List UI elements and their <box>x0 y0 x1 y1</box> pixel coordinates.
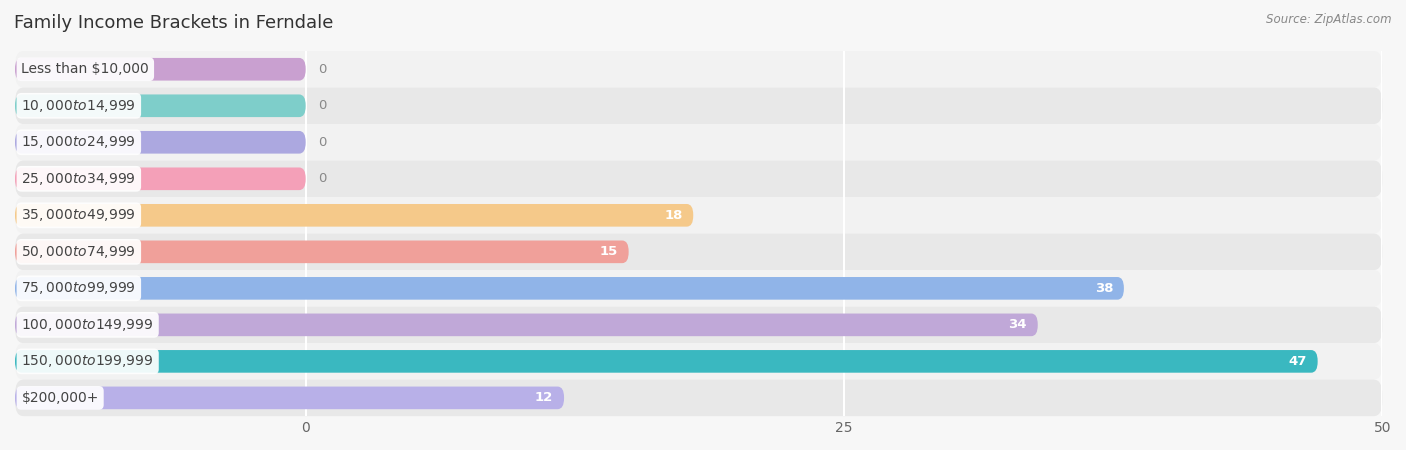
FancyBboxPatch shape <box>15 124 1382 161</box>
FancyBboxPatch shape <box>15 51 1382 87</box>
Text: 0: 0 <box>319 63 328 76</box>
Text: $200,000+: $200,000+ <box>21 391 98 405</box>
Text: $15,000 to $24,999: $15,000 to $24,999 <box>21 134 136 150</box>
Text: Family Income Brackets in Ferndale: Family Income Brackets in Ferndale <box>14 14 333 32</box>
Text: 12: 12 <box>536 392 554 405</box>
FancyBboxPatch shape <box>15 204 693 227</box>
FancyBboxPatch shape <box>15 197 1382 234</box>
Text: Source: ZipAtlas.com: Source: ZipAtlas.com <box>1267 14 1392 27</box>
FancyBboxPatch shape <box>15 234 1382 270</box>
Text: 15: 15 <box>599 245 617 258</box>
FancyBboxPatch shape <box>15 94 305 117</box>
Text: 18: 18 <box>664 209 682 222</box>
Text: 0: 0 <box>319 172 328 185</box>
FancyBboxPatch shape <box>15 58 305 81</box>
FancyBboxPatch shape <box>15 277 1123 300</box>
Text: $10,000 to $14,999: $10,000 to $14,999 <box>21 98 136 114</box>
FancyBboxPatch shape <box>15 167 305 190</box>
Text: $150,000 to $199,999: $150,000 to $199,999 <box>21 353 153 369</box>
FancyBboxPatch shape <box>15 270 1382 306</box>
FancyBboxPatch shape <box>15 350 1317 373</box>
Text: $25,000 to $34,999: $25,000 to $34,999 <box>21 171 136 187</box>
Text: 34: 34 <box>1008 318 1026 331</box>
Text: 47: 47 <box>1288 355 1308 368</box>
Text: $50,000 to $74,999: $50,000 to $74,999 <box>21 244 136 260</box>
Text: $100,000 to $149,999: $100,000 to $149,999 <box>21 317 153 333</box>
Text: 0: 0 <box>319 99 328 112</box>
FancyBboxPatch shape <box>15 161 1382 197</box>
FancyBboxPatch shape <box>15 314 1038 336</box>
FancyBboxPatch shape <box>15 380 1382 416</box>
Text: 38: 38 <box>1095 282 1114 295</box>
FancyBboxPatch shape <box>15 87 1382 124</box>
Text: $35,000 to $49,999: $35,000 to $49,999 <box>21 207 136 223</box>
Text: 0: 0 <box>319 136 328 149</box>
FancyBboxPatch shape <box>15 387 564 409</box>
FancyBboxPatch shape <box>15 240 628 263</box>
FancyBboxPatch shape <box>15 131 305 153</box>
Text: Less than $10,000: Less than $10,000 <box>21 62 149 76</box>
FancyBboxPatch shape <box>15 343 1382 380</box>
FancyBboxPatch shape <box>15 306 1382 343</box>
Text: $75,000 to $99,999: $75,000 to $99,999 <box>21 280 136 297</box>
